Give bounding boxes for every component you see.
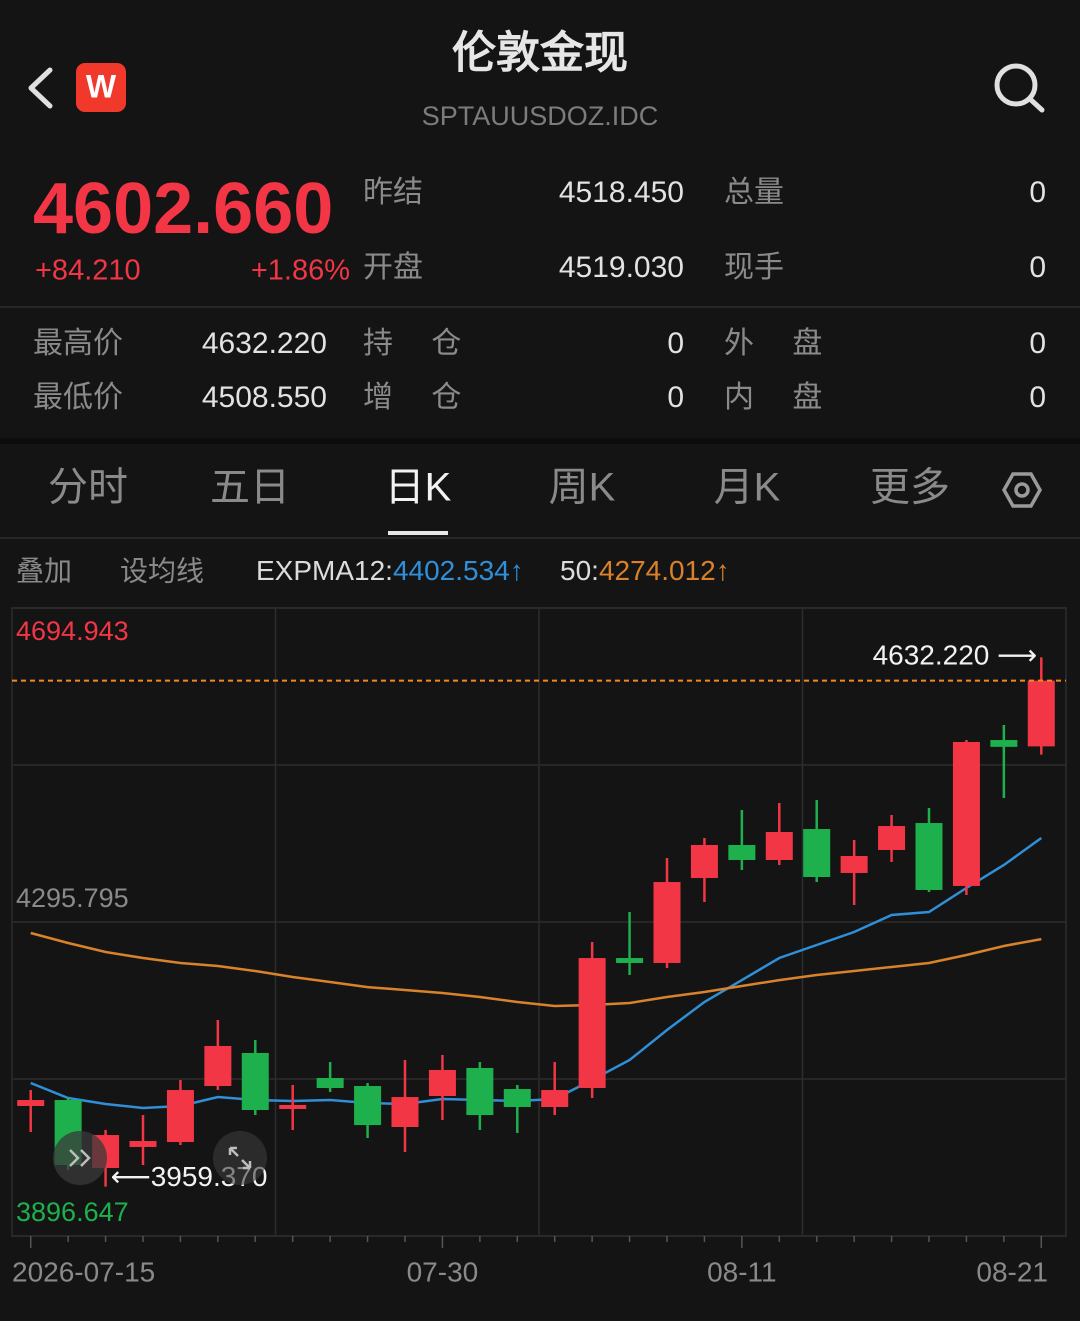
candle-body bbox=[990, 740, 1018, 747]
candle-body bbox=[878, 826, 906, 851]
tab[interactable]: 月K bbox=[714, 466, 781, 510]
x-tick-label: 08-11 bbox=[707, 1256, 777, 1287]
x-tick-label: 07-30 bbox=[407, 1256, 479, 1287]
scroll-icon bbox=[69, 1149, 91, 1167]
tab[interactable]: 日K bbox=[385, 466, 452, 510]
settings-button[interactable] bbox=[1001, 472, 1043, 508]
price-change: +84.210 bbox=[35, 255, 141, 287]
logo-text: W bbox=[86, 68, 117, 104]
fullscreen-icon bbox=[228, 1146, 252, 1170]
legend-entry: 50:4274.012↑ bbox=[560, 555, 730, 586]
candle-body bbox=[391, 1097, 419, 1128]
candle-body bbox=[1027, 680, 1055, 747]
y-tick-label: 4295.795 bbox=[16, 883, 129, 913]
candle-body bbox=[578, 958, 606, 1088]
candle-body bbox=[765, 832, 793, 861]
field-value: 4519.030 bbox=[559, 251, 684, 284]
candle-body bbox=[166, 1090, 194, 1143]
back-button[interactable] bbox=[28, 67, 53, 109]
candle-body bbox=[354, 1086, 382, 1126]
field-label: 开盘 bbox=[363, 251, 423, 284]
legend-value: 4274.012 bbox=[599, 555, 716, 586]
candle-body bbox=[803, 829, 831, 877]
field-value: 0 bbox=[1029, 381, 1046, 414]
tab-bar: 分时 五日 日K 周K 月K 更多 bbox=[48, 466, 950, 535]
candle-body bbox=[241, 1052, 269, 1111]
tab-indicator bbox=[388, 531, 448, 535]
legend: EXPMA12:4402.534↑ 50:4274.012↑ bbox=[256, 555, 730, 586]
candle-body bbox=[952, 742, 980, 886]
legend-value: 4402.534 bbox=[393, 555, 510, 586]
extreme-label: 4632.220 ⟶ bbox=[873, 640, 1038, 671]
ma-line bbox=[30, 836, 1043, 1110]
toolbar-button[interactable]: 叠加 bbox=[16, 555, 72, 586]
field-label: 增 仓 bbox=[363, 381, 461, 414]
field-value: 4632.220 bbox=[202, 327, 327, 360]
scroll-button[interactable] bbox=[53, 1131, 107, 1185]
field-value: 0 bbox=[667, 381, 684, 414]
x-tick-label: 08-21 bbox=[976, 1256, 1048, 1287]
field-value: 4518.450 bbox=[559, 176, 684, 209]
candle-body bbox=[728, 844, 756, 861]
legend-name: 50: bbox=[560, 555, 599, 586]
field-label: 外 盘 bbox=[724, 327, 822, 360]
tab[interactable]: 周K bbox=[549, 466, 616, 510]
chart: 3896.647 4295.795 4694.943 2026-07-15 07-30 0… bbox=[11, 607, 1067, 1287]
field-label: 最高价 bbox=[33, 327, 123, 360]
candle-body bbox=[503, 1089, 531, 1108]
section-gap bbox=[0, 438, 1080, 444]
field-value: 0 bbox=[1029, 327, 1046, 360]
field-label: 总量 bbox=[724, 176, 784, 209]
last-price: 4602.660 bbox=[33, 169, 333, 249]
candle-body bbox=[915, 823, 943, 890]
candle-body bbox=[840, 855, 868, 873]
legend-entry: EXPMA12:4402.534↑ bbox=[256, 555, 524, 586]
search-button[interactable] bbox=[994, 63, 1045, 113]
field-label: 昨结 bbox=[363, 176, 423, 209]
x-tick-label: 2026-07-15 bbox=[12, 1256, 155, 1287]
field-label: 内 盘 bbox=[724, 381, 822, 414]
legend-name: EXPMA12: bbox=[256, 555, 393, 586]
y-tick-label: 4694.943 bbox=[16, 616, 129, 646]
tab[interactable]: 五日 bbox=[210, 466, 290, 510]
field-value: 0 bbox=[1029, 176, 1046, 209]
toolbar-button[interactable]: 设均线 bbox=[120, 555, 204, 586]
fullscreen-button[interactable] bbox=[213, 1131, 267, 1185]
field-label: 持 仓 bbox=[363, 327, 461, 360]
candle-body bbox=[541, 1090, 569, 1108]
field-value: 0 bbox=[1029, 251, 1046, 284]
candle-body bbox=[17, 1100, 45, 1106]
logo[interactable] bbox=[76, 63, 126, 112]
candle-body bbox=[616, 958, 644, 963]
candle-body bbox=[466, 1068, 494, 1116]
y-tick-label: 3896.647 bbox=[16, 1197, 129, 1227]
field-value: 0 bbox=[667, 327, 684, 360]
candle-body bbox=[428, 1069, 456, 1097]
field-value: 4508.550 bbox=[202, 381, 327, 414]
title: 伦敦金现 bbox=[452, 29, 628, 78]
tab[interactable]: 分时 bbox=[48, 466, 128, 510]
ma-line bbox=[30, 931, 1042, 1008]
candle-body bbox=[204, 1045, 232, 1087]
field-label: 现手 bbox=[724, 251, 784, 284]
candle-body bbox=[316, 1077, 344, 1088]
tab[interactable]: 更多 bbox=[870, 466, 950, 510]
candle-body bbox=[690, 844, 718, 879]
legend-trend: ↑ bbox=[510, 555, 524, 586]
chart-controls bbox=[53, 1131, 267, 1185]
price-change-pct: +1.86% bbox=[251, 255, 350, 287]
legend-trend: ↑ bbox=[716, 555, 730, 586]
candle-body bbox=[279, 1104, 307, 1109]
candle-body bbox=[653, 882, 681, 963]
subtitle: SPTAUUSDOZ.IDC bbox=[422, 101, 659, 131]
field-label: 最低价 bbox=[33, 381, 123, 414]
candle-body bbox=[129, 1141, 157, 1147]
